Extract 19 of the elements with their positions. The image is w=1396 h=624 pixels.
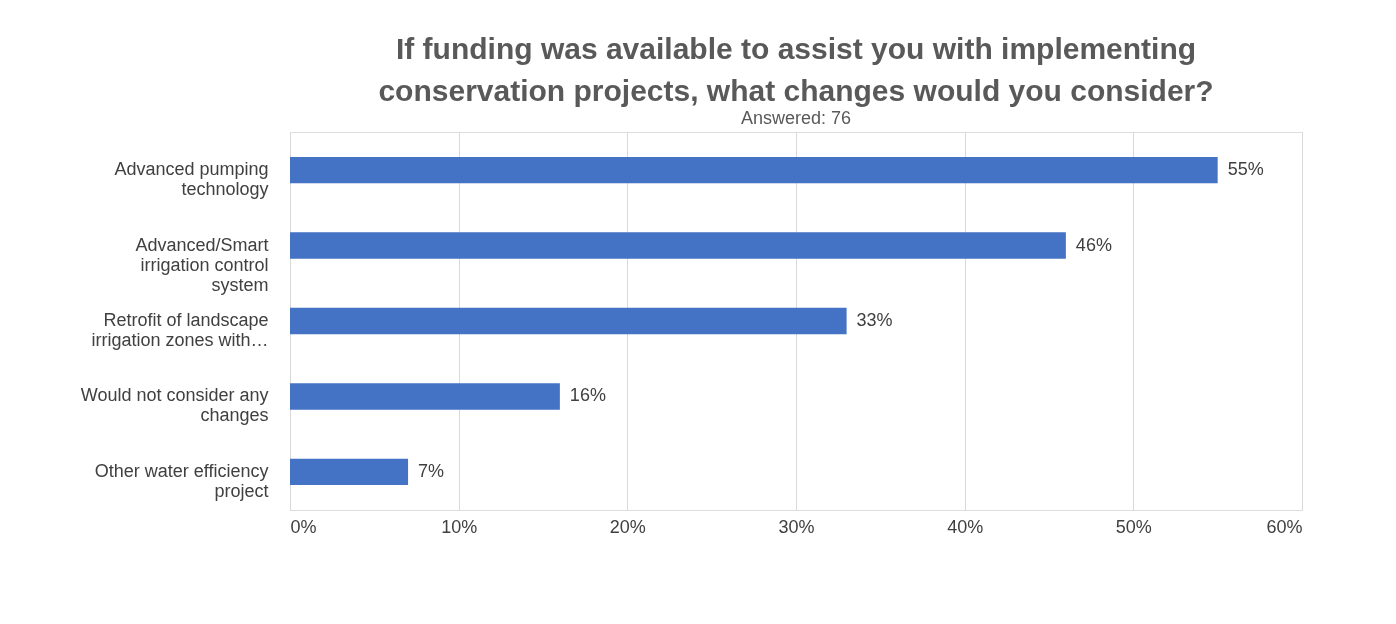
x-tick-label: 20% <box>609 516 646 537</box>
x-tick-label: 0% <box>290 516 317 537</box>
y-tick-label: Advanced/Smart irrigation control system <box>135 234 269 295</box>
x-tick-label: 10% <box>441 516 478 537</box>
x-tick-label: 30% <box>778 516 815 537</box>
x-tick-label: 50% <box>1115 516 1152 537</box>
data-label: 16% <box>569 385 606 406</box>
x-tick-label: 40% <box>947 516 984 537</box>
y-tick-label: Would not consider any changes <box>80 385 269 426</box>
chart-title: If funding was available to assist you with implementing conservation projects, what changes would you consider? <box>378 32 1214 107</box>
data-label: 7% <box>418 460 445 481</box>
y-tick-label: Other water efficiency project <box>94 460 269 501</box>
x-tick-label: 60% <box>1266 516 1303 537</box>
data-label: 46% <box>1075 234 1112 255</box>
chart-subtitle: Answered: 76 <box>740 108 852 128</box>
data-label: 33% <box>856 310 893 330</box>
data-label: 55% <box>1227 159 1264 180</box>
y-tick-label: Advanced pumping technology <box>114 159 269 200</box>
y-tick-label: Retrofit of landscape irrigation zones with… <box>91 310 269 350</box>
